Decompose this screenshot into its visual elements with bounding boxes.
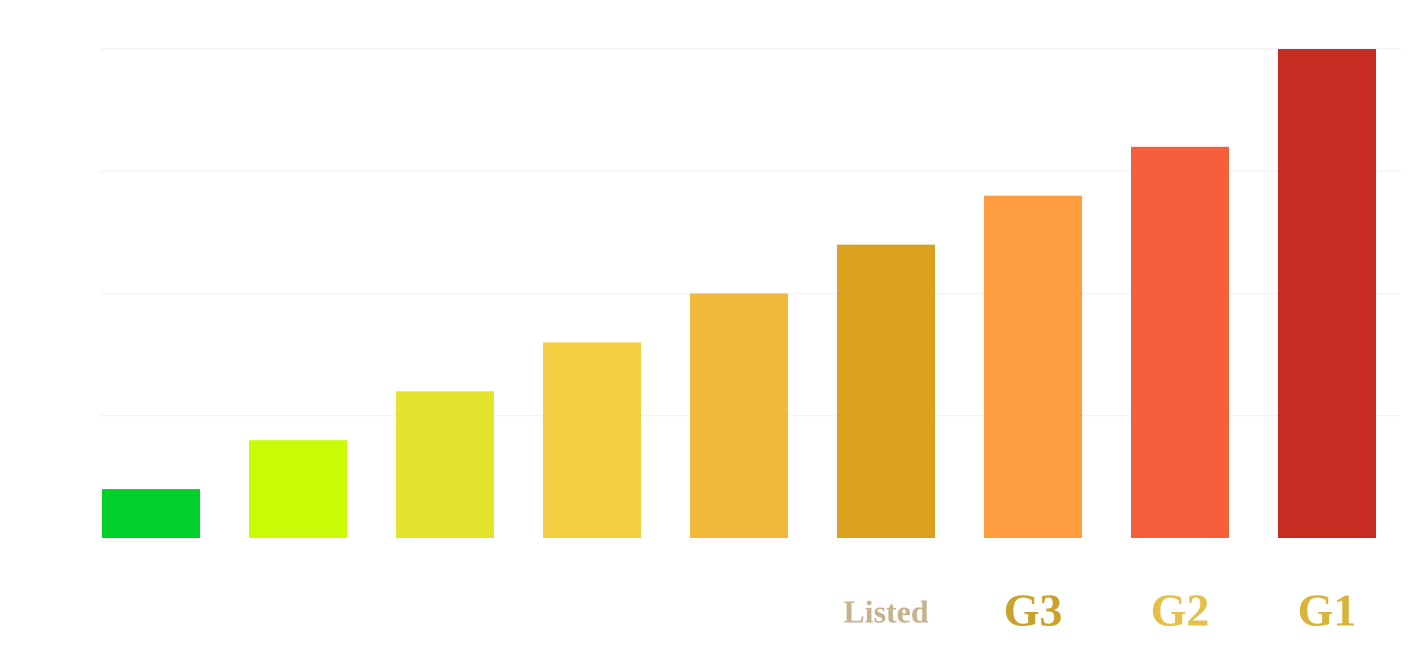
x-tick-label: G3 — [1004, 585, 1063, 636]
bar — [984, 195, 1082, 538]
x-tick-label: G1 — [1298, 585, 1357, 636]
x-tick-label: G2 — [1151, 585, 1210, 636]
bar — [837, 244, 935, 538]
bar — [249, 440, 347, 538]
bar — [1278, 49, 1376, 538]
bar — [396, 391, 494, 538]
bar — [1131, 146, 1229, 539]
x-tick-label: Listed — [843, 593, 929, 629]
bar — [543, 342, 641, 538]
bar — [690, 293, 788, 538]
bar — [102, 489, 200, 538]
